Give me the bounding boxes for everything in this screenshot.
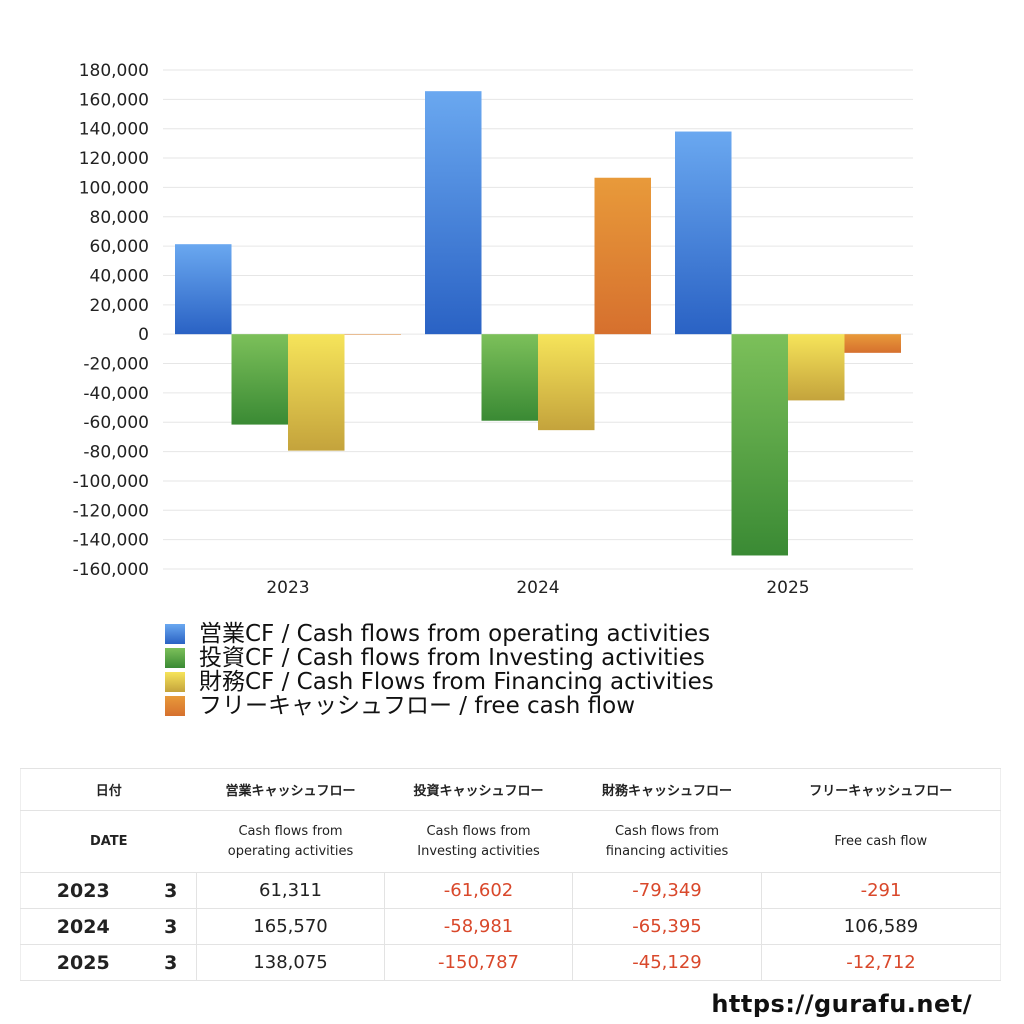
y-tick-label: -120,000 <box>73 501 149 521</box>
y-tick-label: -20,000 <box>83 355 149 375</box>
header-operating-en: Cash flows from operating activities <box>196 810 385 873</box>
x-tick-label: 2025 <box>766 578 809 598</box>
y-tick-label: 120,000 <box>79 149 149 169</box>
table-header-en: DATE Cash flows from operating activities… <box>20 810 1001 873</box>
legend-swatch-financing <box>165 672 185 692</box>
row-month: 3 <box>145 872 198 909</box>
footer-url: https://gurafu.net/ <box>711 990 972 1018</box>
legend-label-free-cash-flow: フリーキャッシュフロー / free cash flow <box>199 693 636 719</box>
header-investing-ja: 投資キャッシュフロー <box>384 768 573 811</box>
header-financing-ja: 財務キャッシュフロー <box>572 768 762 811</box>
bar-2025-series-0 <box>675 131 732 335</box>
bar-2024-series-0 <box>425 91 482 335</box>
bar-2024-series-3 <box>594 177 651 335</box>
bar-2024-series-2 <box>538 334 595 431</box>
header-investing-en: Cash flows from Investing activities <box>384 810 573 873</box>
table-row: 2023 3 61,311 -61,602 -79,349 -291 <box>20 872 1001 909</box>
y-tick-label: -40,000 <box>83 384 149 404</box>
legend-item-operating: 営業CF / Cash flows from operating activit… <box>165 622 714 646</box>
legend-item-investing: 投資CF / Cash flows from Investing activit… <box>165 646 714 670</box>
y-tick-label: -60,000 <box>83 413 149 433</box>
legend-swatch-operating <box>165 624 185 644</box>
row-value: 61,311 <box>196 872 386 909</box>
x-tick-label: 2024 <box>516 578 559 598</box>
row-value: -150,787 <box>384 944 574 981</box>
table-row: 2024 3 165,570 -58,981 -65,395 106,589 <box>20 908 1001 945</box>
row-value: 165,570 <box>196 908 386 945</box>
header-date-ja: 日付 <box>20 768 197 811</box>
row-month: 3 <box>145 908 198 945</box>
y-tick-label: -80,000 <box>83 443 149 463</box>
bar-2024-series-1 <box>481 334 538 421</box>
x-tick-label: 2023 <box>266 578 309 598</box>
row-value: 138,075 <box>196 944 386 981</box>
header-fcf-ja: フリーキャッシュフロー <box>761 768 1001 811</box>
header-fcf-en: Free cash flow <box>761 810 1001 873</box>
row-year: 2023 <box>20 872 146 909</box>
y-tick-label: 60,000 <box>90 237 149 257</box>
legend-item-financing: 財務CF / Cash Flows from Financing activit… <box>165 670 714 694</box>
y-tick-label: 0 <box>138 325 149 345</box>
table-row: 2025 3 138,075 -150,787 -45,129 -12,712 <box>20 944 1001 981</box>
row-value: -45,129 <box>572 944 763 981</box>
row-value: -12,712 <box>761 944 1001 981</box>
legend-label-investing: 投資CF / Cash flows from Investing activit… <box>199 645 705 671</box>
x-axis: 2023 2024 2025 <box>266 578 809 598</box>
row-year: 2024 <box>20 908 146 945</box>
cash-flow-chart: 180,000 160,000 140,000 120,000 100,000 80,00… <box>73 61 913 598</box>
chart-bars <box>175 91 901 556</box>
row-value: -61,602 <box>384 872 574 909</box>
bar-2025-series-1 <box>731 334 788 556</box>
row-month: 3 <box>145 944 198 981</box>
y-tick-label: 140,000 <box>79 120 149 140</box>
legend-label-financing: 財務CF / Cash Flows from Financing activit… <box>199 669 714 695</box>
y-tick-label: 80,000 <box>90 208 149 228</box>
chart-legend: 営業CF / Cash flows from operating activit… <box>165 622 714 718</box>
bar-2025-series-2 <box>788 334 845 401</box>
y-tick-label: 100,000 <box>79 178 149 198</box>
row-value: -65,395 <box>572 908 763 945</box>
row-year: 2025 <box>20 944 146 981</box>
cash-flow-table: 日付 営業キャッシュフロー 投資キャッシュフロー 財務キャッシュフロー フリーキ… <box>20 768 1002 981</box>
y-tick-label: -160,000 <box>73 560 149 580</box>
y-tick-label: 40,000 <box>90 266 149 286</box>
chart-grid <box>163 69 913 570</box>
row-value: -291 <box>761 872 1001 909</box>
legend-swatch-free-cash-flow <box>165 696 185 716</box>
bar-2023-series-0 <box>175 244 232 335</box>
bar-2023-series-1 <box>231 334 288 425</box>
header-financing-en: Cash flows from financing activities <box>572 810 762 873</box>
y-tick-label: -140,000 <box>73 531 149 551</box>
y-tick-label: 180,000 <box>79 61 149 81</box>
bar-2023-series-2 <box>288 334 345 451</box>
y-tick-label: 20,000 <box>90 296 149 316</box>
legend-swatch-investing <box>165 648 185 668</box>
legend-item-free-cash-flow: フリーキャッシュフロー / free cash flow <box>165 694 714 718</box>
header-operating-ja: 営業キャッシュフロー <box>196 768 385 811</box>
y-tick-label: -100,000 <box>73 472 149 492</box>
row-value: 106,589 <box>761 908 1001 945</box>
y-tick-label: 160,000 <box>79 90 149 110</box>
legend-label-operating: 営業CF / Cash flows from operating activit… <box>199 621 711 647</box>
y-axis: 180,000 160,000 140,000 120,000 100,000 80,00… <box>73 61 149 580</box>
row-value: -58,981 <box>384 908 574 945</box>
row-value: -79,349 <box>572 872 763 909</box>
header-date-en: DATE <box>20 810 197 873</box>
bar-2025-series-3 <box>844 334 901 353</box>
table-header-ja: 日付 営業キャッシュフロー 投資キャッシュフロー 財務キャッシュフロー フリーキ… <box>20 768 1001 811</box>
bar-2023-series-3 <box>344 334 401 335</box>
